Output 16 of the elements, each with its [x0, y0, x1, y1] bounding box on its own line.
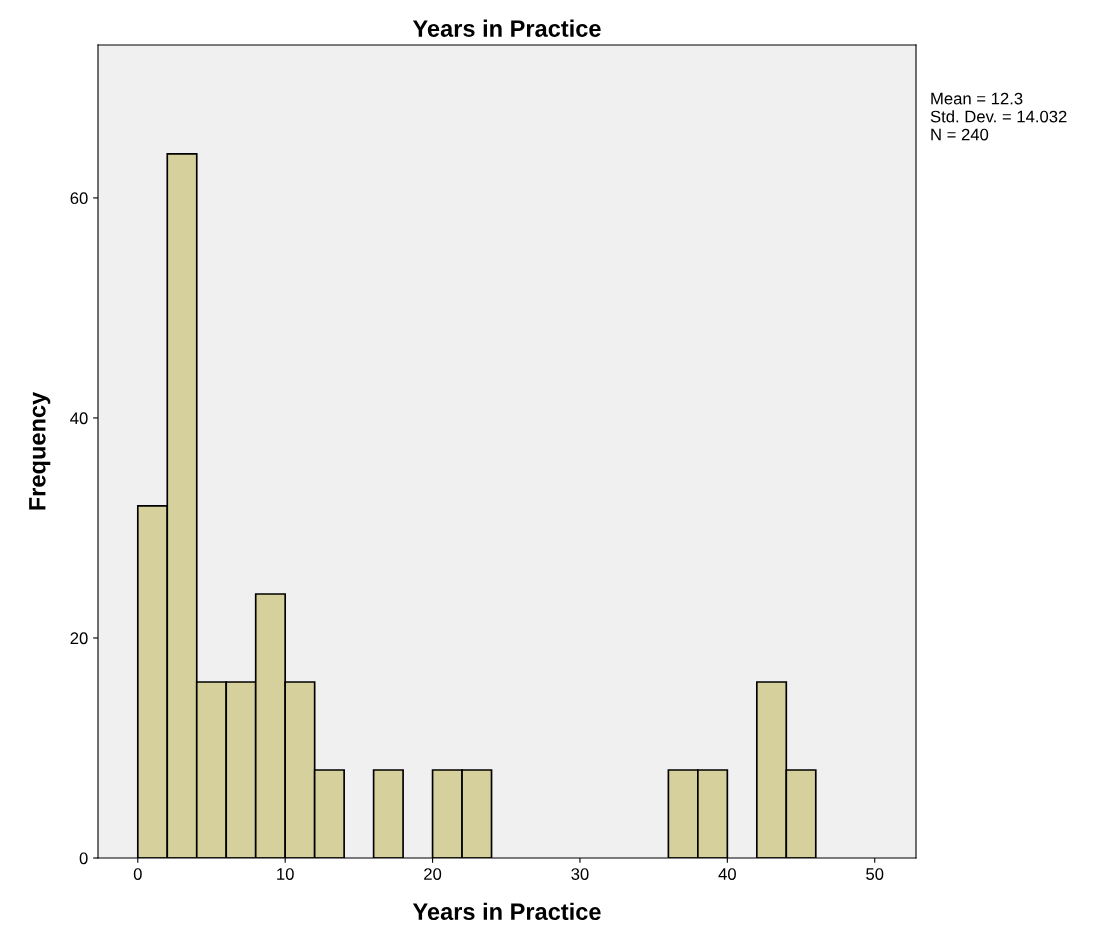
text: N = 240	[931, 128, 989, 141]
y-tick-label: 40	[70, 412, 88, 425]
x-tick-label: 10	[277, 868, 294, 880]
y-tick-label: 20	[70, 632, 88, 645]
x-tick-label: 20	[424, 868, 442, 880]
text: Mean = 12.3	[931, 92, 1023, 105]
y-tick-label: 60	[70, 192, 88, 205]
text: Std. Dev. = 14.032	[930, 110, 1067, 123]
y-tick-label: 0	[79, 852, 88, 865]
x-tick-label: 30	[571, 868, 589, 880]
x-axis-title: Years in Practice	[412, 902, 601, 921]
x-tick-label: 50	[866, 868, 884, 880]
x-tick-label: 40	[718, 868, 736, 880]
chart-title: Years in Practice	[412, 19, 601, 37]
y-axis-title: Frequency	[29, 391, 51, 510]
x-tick-label: 0	[133, 868, 142, 880]
